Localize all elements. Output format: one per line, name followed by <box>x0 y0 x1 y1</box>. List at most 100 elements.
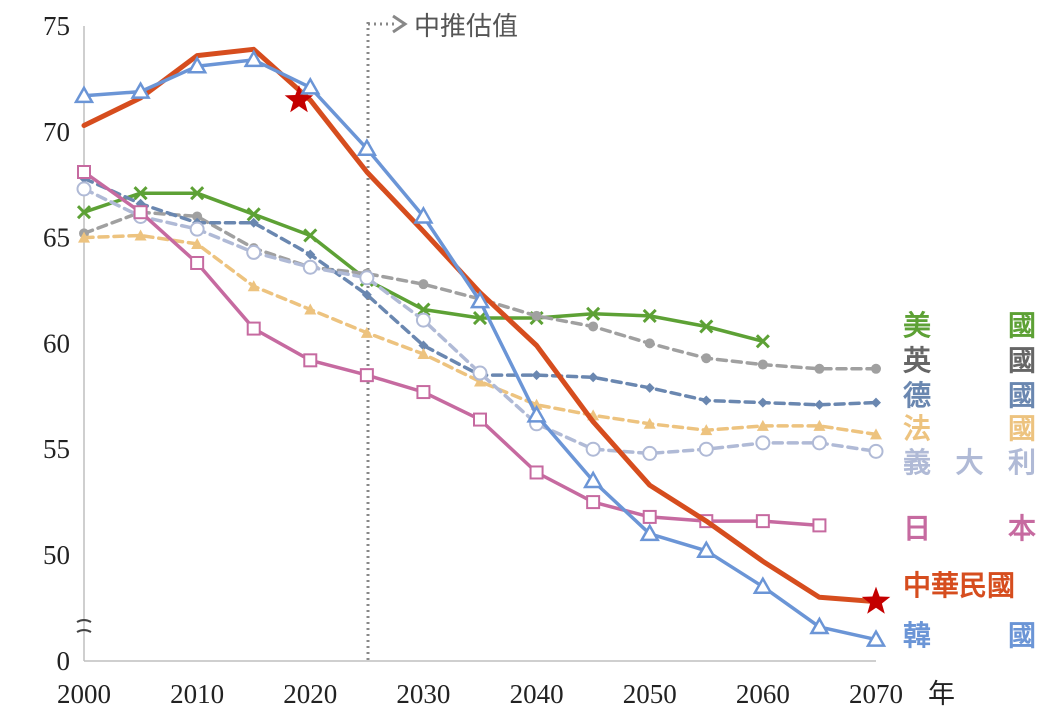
data-point-triangle <box>130 81 151 99</box>
x-unit-label: 年 <box>928 679 955 708</box>
legend-label: 國 <box>1008 379 1036 412</box>
series-line <box>82 170 822 528</box>
y-tick-label: 50 <box>43 540 70 570</box>
projection-label: 中推估值 <box>414 12 518 42</box>
y-tick-label: 65 <box>43 223 70 253</box>
legend-label: 本 <box>1008 512 1036 545</box>
data-point-triangle <box>78 231 90 243</box>
series-美國 <box>76 186 770 349</box>
data-point-x <box>76 205 92 220</box>
y-tick-label: 55 <box>43 434 70 464</box>
data-point-triangle <box>304 303 317 315</box>
series-line <box>82 58 878 642</box>
data-point <box>871 363 881 374</box>
data-point-circle <box>642 445 658 461</box>
star-icon <box>861 586 891 614</box>
data-point-x <box>699 319 714 334</box>
legend-label: 國 <box>1008 412 1036 445</box>
star-icon <box>284 85 314 113</box>
legend-label: 中華民國 <box>903 569 1015 602</box>
data-point-square <box>303 353 318 368</box>
data-point-triangle <box>756 419 769 431</box>
data-point-x <box>133 186 148 201</box>
data-point-triangle <box>700 424 713 436</box>
data-point-x <box>642 308 657 323</box>
data-point-circle <box>76 181 92 197</box>
x-tick-label: 2010 <box>170 679 224 708</box>
data-point <box>814 363 825 374</box>
data-point-circle <box>189 221 205 237</box>
data-point-square <box>812 518 827 533</box>
data-point-x <box>755 334 770 349</box>
legend-label: 美 <box>903 309 931 342</box>
y-tick-label: 0 <box>57 646 71 676</box>
data-point-circle <box>698 441 714 457</box>
data-point-circle <box>246 244 262 260</box>
data-point-x <box>190 186 205 201</box>
data-point-triangle <box>809 616 830 635</box>
data-point-triangle <box>469 290 491 309</box>
data-point-triangle <box>243 49 264 68</box>
data-point <box>192 211 203 222</box>
data-point-x <box>416 302 431 317</box>
data-point-triangle <box>643 417 656 429</box>
data-point <box>757 359 768 370</box>
x-tick-label: 2060 <box>736 679 790 708</box>
data-point <box>588 321 599 332</box>
data-point-triangle <box>813 419 826 431</box>
legend-label: 法 <box>903 412 931 445</box>
data-point-x <box>472 310 488 326</box>
data-point <box>701 353 712 364</box>
data-point-triangle <box>526 404 547 423</box>
legend-label: 國 <box>1008 344 1036 377</box>
x-tick-label: 2050 <box>623 679 677 708</box>
series-line <box>82 187 878 456</box>
data-point-triangle <box>865 629 887 647</box>
data-point-triangle <box>870 428 882 440</box>
plot-axes <box>76 26 876 662</box>
data-point-square <box>529 465 544 480</box>
legend-label: 韓 <box>903 619 931 652</box>
data-point-circle <box>472 365 488 381</box>
data-point-x <box>246 207 261 222</box>
legend: 美國英 國德 國法 國義大利日 本中華民國韓國 <box>903 309 1036 652</box>
data-point-square <box>133 205 148 220</box>
data-point-diamond <box>701 395 712 406</box>
data-point-triangle <box>696 540 717 559</box>
y-tick-label: 75 <box>43 11 70 41</box>
legend-label: 義 <box>903 446 931 479</box>
data-point-triangle <box>417 347 430 359</box>
series-layer <box>73 46 891 647</box>
data-point-triangle <box>582 470 604 489</box>
legend-label: 大 <box>956 446 984 479</box>
data-point-x <box>303 228 318 243</box>
x-tick-label: 2040 <box>510 679 564 708</box>
data-point-square <box>246 321 261 336</box>
data-point-circle <box>302 259 318 275</box>
data-point-circle <box>415 312 431 328</box>
data-point-square <box>359 368 374 383</box>
data-point-circle <box>755 435 771 451</box>
data-point-triangle <box>356 138 378 156</box>
projection-marker: 中推估值 <box>366 12 518 661</box>
x-tick-label: 2000 <box>57 679 111 708</box>
y-tick-label: 70 <box>43 117 70 147</box>
data-point-square <box>642 509 657 524</box>
data-point-triangle <box>413 205 434 224</box>
series-義大利 <box>76 181 884 461</box>
data-point-diamond <box>361 289 372 300</box>
data-point <box>418 279 429 290</box>
data-point-diamond <box>248 217 259 228</box>
data-point-circle <box>811 435 827 451</box>
data-point-diamond <box>305 249 316 260</box>
data-point-x <box>586 306 601 321</box>
data-point-square <box>190 255 205 270</box>
data-point-diamond <box>757 397 768 408</box>
axis-break-icon <box>76 619 92 633</box>
data-point-circle <box>359 270 375 286</box>
data-point-diamond <box>531 370 542 381</box>
legend-label: 利 <box>1008 446 1036 479</box>
data-point-square <box>473 412 487 427</box>
legend-label: 國 <box>1008 309 1036 342</box>
